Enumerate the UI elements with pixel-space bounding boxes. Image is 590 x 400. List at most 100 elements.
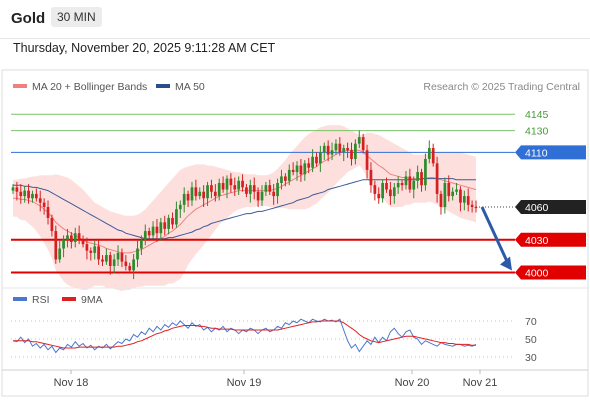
candle — [330, 142, 334, 161]
candle-body — [404, 176, 408, 186]
candle-body — [412, 180, 416, 190]
candle-body — [58, 248, 62, 260]
candle-body — [73, 233, 77, 242]
ma20-line — [13, 149, 477, 254]
candle-body — [361, 137, 365, 151]
candle-body — [120, 252, 124, 262]
candle-body — [365, 150, 369, 170]
level-labels: 4145 4130 4110 4060 4030 4000 — [515, 109, 586, 280]
candle-body — [280, 176, 283, 183]
candle-body — [81, 239, 85, 245]
rsi-legend: RSI 9MA — [13, 294, 103, 306]
candle-body — [124, 261, 128, 266]
candle-body — [34, 193, 38, 199]
candle — [361, 133, 365, 154]
candle — [248, 179, 252, 203]
candle — [73, 227, 77, 248]
candle-body — [108, 255, 112, 266]
main-legend: MA 20 + Bollinger Bands MA 50 Research ©… — [13, 81, 580, 93]
forecast-arrow-head — [500, 256, 512, 271]
candle-body — [233, 185, 237, 190]
candle-body — [346, 148, 349, 151]
candle — [136, 240, 139, 268]
candle — [85, 237, 89, 260]
candle — [412, 176, 416, 199]
candle — [252, 177, 256, 200]
moving-average-lines — [13, 149, 477, 254]
candle — [385, 177, 388, 193]
candle-body — [19, 191, 23, 197]
candle-body — [272, 191, 276, 197]
candle-body — [210, 185, 213, 192]
candle — [264, 181, 268, 197]
candle-body — [385, 182, 388, 190]
candle-body — [319, 152, 322, 164]
candle-body — [147, 231, 151, 236]
candle-body — [194, 187, 198, 197]
candle — [159, 217, 163, 241]
candle-body — [396, 182, 400, 188]
candle-body — [46, 207, 50, 218]
candle-body — [424, 158, 427, 186]
legend-swatch-ma20 — [13, 84, 27, 88]
candle — [295, 161, 299, 181]
level-label-4060: 4060 — [525, 202, 549, 214]
candle-body — [225, 178, 229, 190]
candle — [93, 240, 97, 260]
candle-body — [392, 187, 396, 197]
datetime-text: Thursday, November 20, 2025 9:11:28 AM C… — [13, 41, 276, 55]
candle — [182, 187, 186, 213]
candle — [311, 149, 314, 173]
candle-body — [474, 207, 478, 209]
candle — [447, 175, 451, 202]
ma9-legend-swatch — [62, 297, 76, 301]
candle — [392, 182, 396, 204]
candle-body — [377, 193, 381, 199]
candle-body — [198, 191, 202, 197]
candle — [54, 225, 58, 264]
candle-body — [252, 185, 256, 192]
candle-body — [66, 235, 69, 240]
candle — [435, 156, 439, 203]
ma50-line — [13, 178, 476, 240]
level-tag-4110 — [515, 145, 586, 160]
candle — [303, 160, 307, 181]
candle-body — [311, 156, 314, 168]
candle-body — [69, 235, 73, 242]
timeframe-badge[interactable]: 30 MIN — [51, 7, 102, 27]
candle — [260, 185, 264, 206]
candle-body — [389, 189, 392, 197]
candle — [132, 253, 135, 280]
candle — [373, 180, 377, 201]
candle — [354, 139, 357, 165]
level-label-4130: 4130 — [525, 126, 549, 138]
candle — [23, 186, 27, 203]
candle — [357, 130, 361, 149]
candle-body — [420, 172, 423, 186]
rsi-tick-70: 70 — [525, 316, 537, 328]
candle — [451, 187, 455, 201]
candle — [11, 184, 15, 194]
candle — [268, 179, 272, 196]
candle-body — [357, 137, 361, 144]
candle — [404, 170, 408, 190]
candle — [346, 142, 349, 158]
bollinger-band-area — [13, 125, 476, 292]
candle — [198, 187, 202, 200]
research-credit: Research © 2025 Trading Central — [423, 81, 580, 93]
candle — [455, 182, 458, 196]
level-tag-4030 — [515, 232, 586, 247]
candle — [237, 176, 241, 196]
candle — [280, 169, 283, 190]
candle — [307, 157, 311, 174]
candle-body — [241, 180, 244, 188]
rsi-line — [12, 318, 477, 354]
candle — [38, 190, 42, 212]
candle — [217, 178, 221, 201]
candle-body — [206, 185, 209, 199]
candle — [369, 162, 373, 193]
candle-body — [373, 185, 377, 194]
candle-body — [97, 246, 100, 260]
candle-body — [50, 217, 54, 232]
candle — [97, 238, 100, 265]
